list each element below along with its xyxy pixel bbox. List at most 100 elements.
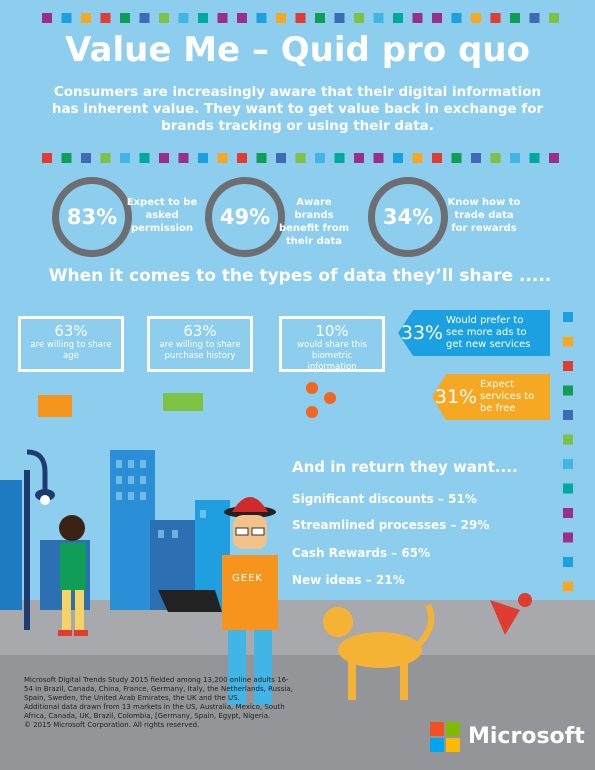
square [217, 13, 228, 23]
square [237, 153, 247, 163]
footnote-line: © 2015 Microsoft Corporation. All rights… [24, 721, 200, 729]
square [563, 385, 573, 396]
square [451, 153, 462, 163]
square [120, 13, 130, 23]
square [315, 13, 325, 23]
square [139, 153, 150, 163]
square [256, 13, 267, 23]
square [334, 153, 345, 163]
square [393, 153, 403, 163]
stat-value: 49% [205, 177, 285, 257]
stat-label: Aware brands benefit from their data [278, 197, 350, 247]
money-icon [163, 393, 203, 411]
brand: Microsoft [468, 724, 585, 749]
square [178, 13, 189, 23]
person-kid [58, 515, 88, 636]
return-item: Cash Rewards – 65% [292, 546, 431, 560]
square [563, 336, 573, 347]
square [549, 153, 559, 163]
returns-heading: And in return they want.... [292, 458, 518, 476]
subtitle: Consumers are increasingly aware that th… [51, 84, 544, 134]
square [100, 13, 111, 23]
square [563, 581, 573, 592]
square [563, 508, 573, 518]
stat-value: 83% [52, 177, 132, 257]
square [563, 312, 573, 322]
footer-band [0, 655, 595, 770]
square [42, 13, 52, 23]
square [276, 153, 286, 163]
square [432, 153, 442, 163]
return-item: Significant discounts – 51% [292, 492, 477, 506]
share-label: are willing to share age [30, 340, 112, 361]
microsoft-logo [430, 722, 460, 752]
share-bubble: 63% are willing to share purchase histor… [147, 316, 253, 372]
square [549, 13, 559, 23]
square [315, 153, 325, 163]
square [563, 434, 573, 445]
buildings [0, 450, 230, 610]
section-heading: When it comes to the types of data they’… [48, 266, 552, 286]
callout-value: 33% [400, 322, 444, 344]
square [563, 557, 573, 567]
square [198, 153, 208, 163]
square [373, 13, 384, 23]
callout-label: Would prefer to see more ads to get new … [446, 315, 531, 350]
square [276, 13, 286, 23]
share-value: 63% [54, 322, 88, 340]
square [490, 13, 501, 23]
square [432, 13, 442, 23]
square [412, 153, 423, 163]
square [81, 153, 91, 163]
callout-value: 31% [434, 386, 478, 408]
return-item: Streamlined processes – 29% [292, 518, 490, 532]
square [563, 459, 573, 469]
square [563, 410, 573, 420]
square [471, 13, 481, 23]
square [563, 361, 573, 371]
return-item: New ideas – 21% [292, 573, 405, 587]
square [354, 13, 364, 23]
square [529, 153, 540, 163]
dog [323, 603, 435, 700]
square [81, 13, 91, 23]
stat-value: 34% [368, 177, 448, 257]
square [139, 13, 150, 23]
square [120, 153, 130, 163]
square [237, 13, 247, 23]
square [100, 153, 111, 163]
square [529, 13, 540, 23]
square [61, 13, 72, 23]
square [217, 153, 228, 163]
square [412, 13, 423, 23]
share-bubble: 63% are willing to share age [18, 316, 124, 372]
square [295, 153, 306, 163]
square [42, 153, 52, 163]
windows [116, 460, 206, 538]
square [510, 13, 520, 23]
share-value: 63% [183, 322, 217, 340]
footnote-line: Microsoft Digital Trends Study 2015 fiel… [24, 676, 293, 702]
share-value: 10% [315, 322, 349, 340]
title: Value Me – Quid pro quo [65, 30, 530, 70]
square [256, 153, 267, 163]
square [61, 153, 72, 163]
stat-label: Expect to be asked permission [126, 197, 198, 234]
id-card-icon [38, 395, 72, 417]
biometric-icon [306, 382, 336, 418]
footnote: Microsoft Digital Trends Study 2015 fiel… [24, 676, 294, 730]
share-label: are willing to share purchase history [159, 340, 241, 361]
square [393, 13, 403, 23]
shirt-text: GEEK [232, 573, 263, 584]
callout: 33% Would prefer to see more ads to get … [398, 310, 550, 356]
square [198, 13, 208, 23]
footnote-line: Additional data drawn from 13 markets in… [24, 703, 285, 720]
square [159, 153, 169, 163]
square [563, 532, 573, 543]
share-bubble: 10% would share this biometric informati… [279, 316, 385, 372]
square [373, 153, 384, 163]
callout: 31% Expect services to be free [432, 374, 550, 420]
callout-label: Expect services to be free [480, 379, 535, 414]
lamp-post [24, 449, 55, 630]
